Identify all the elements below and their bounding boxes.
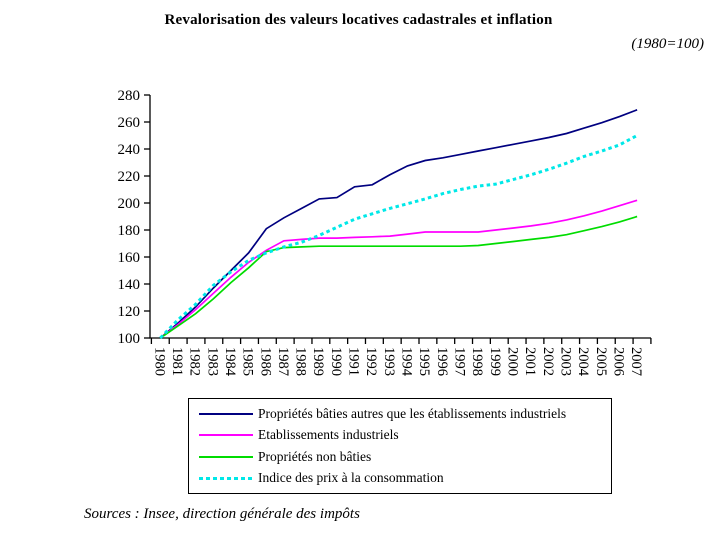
x-tick-label: 1991 [346, 347, 362, 376]
x-tick-label: 1982 [187, 347, 203, 376]
series-line-1 [159, 199, 638, 339]
x-tick-label: 2006 [610, 347, 626, 376]
x-tick-label: 1985 [240, 347, 256, 376]
legend-swatch-1 [199, 434, 253, 437]
x-tick-label: 2001 [522, 347, 538, 376]
x-tick-label: 1995 [416, 347, 432, 376]
legend-item: Propriétés bâties autres que les établis… [199, 403, 611, 424]
legend-swatch-2 [199, 455, 253, 458]
x-tick-label: 1993 [381, 347, 397, 376]
legend-label: Etablissements industriels [258, 427, 399, 443]
x-tick-label: 1994 [399, 347, 415, 377]
x-tick-label: 2007 [628, 347, 644, 376]
y-tick-label: 140 [118, 277, 141, 293]
legend-swatch-0 [199, 412, 253, 415]
legend: Propriétés bâties autres que les établis… [188, 398, 612, 494]
chart-title: Revalorisation des valeurs locatives cad… [164, 12, 553, 28]
chart-subtitle: (1980=100) [631, 36, 704, 52]
y-tick-label: 120 [118, 304, 141, 320]
source-note: Sources : Insee, direction générale des … [84, 506, 360, 522]
y-tick-label: 220 [118, 169, 141, 185]
series-line-2 [159, 215, 638, 339]
y-tick-label: 100 [118, 331, 141, 347]
x-tick-label: 2004 [575, 347, 591, 377]
y-tick-label: 240 [118, 142, 141, 158]
y-tick-label: 260 [118, 115, 141, 131]
x-tick-label: 1989 [310, 347, 326, 376]
legend-item: Propriétés non bâties [199, 446, 611, 467]
x-tick-label: 1997 [452, 347, 468, 376]
x-tick-label: 2005 [593, 347, 609, 376]
series-line-3 [159, 134, 638, 340]
x-tick-label: 1986 [257, 347, 273, 376]
y-tick-label: 280 [118, 88, 141, 104]
x-tick-label: 1987 [275, 347, 291, 376]
x-tick-label: 1990 [328, 347, 344, 376]
legend-item: Etablissements industriels [199, 425, 611, 446]
legend-item: Indice des prix à la consommation [199, 468, 611, 489]
legend-label: Propriétés bâties autres que les établis… [258, 405, 567, 421]
x-tick-label: 2003 [557, 347, 573, 376]
y-tick-label: 180 [118, 223, 141, 239]
y-tick-label: 200 [118, 196, 141, 212]
legend-label: Indice des prix à la consommation [258, 470, 444, 486]
x-tick-label: 1992 [363, 347, 379, 376]
x-tick-label: 1996 [434, 347, 450, 376]
x-tick-label: 1999 [487, 347, 503, 376]
legend-label: Propriétés non bâties [258, 448, 372, 464]
x-tick-label: 2000 [505, 347, 521, 376]
x-tick-label: 1998 [469, 347, 485, 376]
legend-swatch-3 [199, 476, 253, 480]
x-tick-label: 2002 [540, 347, 556, 376]
series-line-0 [159, 109, 638, 339]
x-tick-label: 1984 [222, 347, 238, 377]
x-tick-label: 1980 [151, 347, 167, 376]
x-tick-label: 1988 [293, 347, 309, 376]
y-tick-label: 160 [118, 250, 141, 266]
x-tick-label: 1981 [169, 347, 185, 376]
x-tick-label: 1983 [204, 347, 220, 376]
